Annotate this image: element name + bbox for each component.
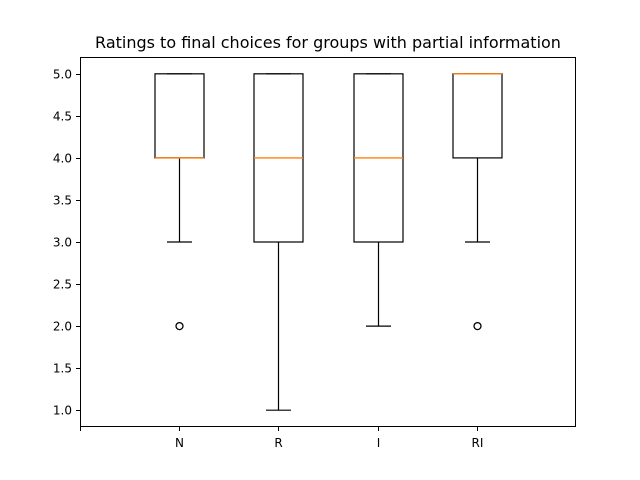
- y-tick-label: 2.5: [53, 278, 72, 292]
- boxes-layer: [154, 73, 503, 411]
- x-axis: N R I RI: [80, 427, 484, 450]
- plot-frame: [80, 57, 576, 427]
- x-tick-label: I: [377, 436, 381, 450]
- box-group-r: [253, 73, 304, 411]
- y-tick-label: 3.0: [53, 236, 72, 250]
- x-tick-label: R: [274, 436, 282, 450]
- y-tick-label: 2.0: [53, 320, 72, 334]
- box-group-i: [353, 73, 404, 327]
- chart-title: Ratings to final choices for groups with…: [95, 33, 561, 52]
- outlier-point: [175, 321, 184, 331]
- box-iqr: [452, 73, 503, 159]
- y-tick-label: 4.0: [53, 152, 72, 166]
- y-tick-label: 1.5: [53, 362, 72, 376]
- x-tick-label: N: [175, 436, 184, 450]
- box-group-ri: [452, 73, 503, 331]
- y-axis: 1.0 1.5 2.0 2.5 3.0 3.5 4.0 4.5 5.0: [53, 68, 80, 418]
- y-tick-label: 4.5: [53, 110, 72, 124]
- box-group-n: [154, 73, 205, 331]
- y-tick-label: 3.5: [53, 194, 72, 208]
- box-iqr: [154, 73, 205, 159]
- outlier-point: [473, 321, 482, 331]
- y-tick-label: 1.0: [53, 404, 72, 418]
- y-tick-label: 5.0: [53, 68, 72, 82]
- x-tick-label: RI: [472, 436, 484, 450]
